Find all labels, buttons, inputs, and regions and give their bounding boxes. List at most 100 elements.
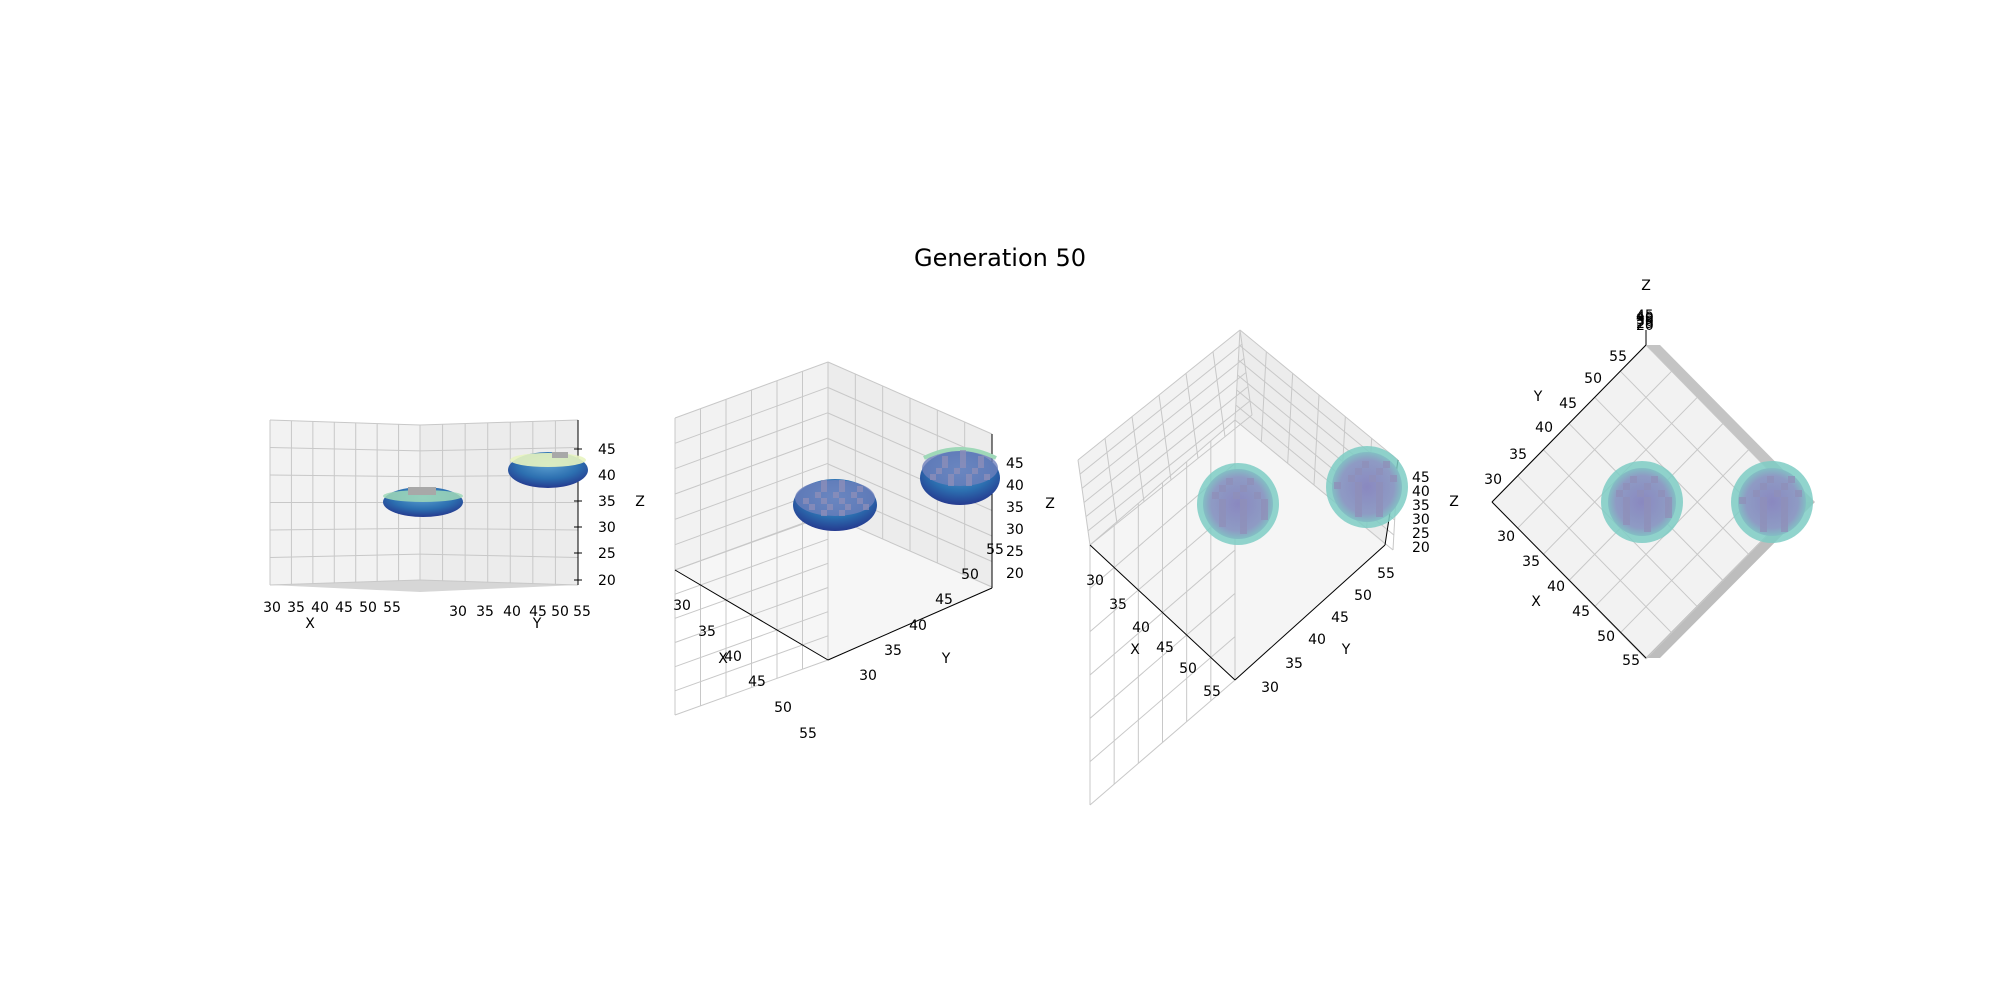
voxel [1795,490,1802,497]
z-tick-label: 25 [1636,316,1654,332]
voxel [821,498,827,504]
grid-line [674,514,829,571]
voxel [1376,468,1383,475]
y-tick-label: 35 [476,604,494,620]
grid-line [674,659,829,716]
voxel [839,480,845,486]
y-tick-label: 30 [859,668,877,684]
voxel [954,468,960,474]
voxel [1760,483,1767,490]
grid-line [269,447,421,452]
x-tick-label: 40 [724,649,742,665]
voxel [1254,492,1261,499]
z-tick-label: 35 [1006,500,1024,516]
y-tick-label: 35 [884,643,902,659]
z-tick-label: 40 [598,468,616,484]
grid-line [1089,592,1236,719]
voxel [1781,504,1788,511]
z-tick-label: 40 [1636,310,1654,326]
voxel [1781,525,1788,532]
y-tick-label: 35 [1285,656,1303,672]
voxel [1212,492,1219,499]
voxel [1623,518,1630,525]
z-tick-label: 25 [598,546,616,562]
y-axis-label: Y [1341,642,1351,658]
voxel [1781,518,1788,525]
blob-1 [383,487,463,517]
z-tick-label: 20 [598,573,616,589]
voxel [1226,478,1233,485]
voxel [809,504,815,510]
voxel [1376,503,1383,510]
grid-line [419,419,579,426]
voxel [978,456,984,462]
voxel [984,474,990,480]
voxel [930,474,936,480]
y-tick-label: 40 [503,604,521,620]
voxel [857,498,863,504]
y-tick-label: 40 [1535,420,1553,436]
voxel [1623,483,1630,490]
x-axis-line [674,569,829,661]
y-axis-line [1234,544,1386,681]
grid-line [269,527,421,531]
grid-line [1081,357,1245,489]
voxel [1760,511,1767,518]
voxel [1781,511,1788,518]
voxel [1376,496,1383,503]
x-tick-label: 35 [698,624,716,640]
y-axis-label: Y [1533,389,1543,405]
voxel [1240,527,1247,534]
x-tick-label: 35 [1109,597,1127,613]
voxel [821,480,827,486]
grid-line [674,361,829,419]
x-axis-label: X [718,651,728,667]
voxel [1355,489,1362,496]
voxel [1781,497,1788,504]
z-tick-label: 30 [1412,512,1430,528]
y-axis-line [827,587,993,661]
y-tick-label: 45 [1559,396,1577,412]
y-tick-label: 55 [1609,349,1627,365]
y-axis-label: Y [941,651,951,667]
x-tick-label: 45 [748,674,766,690]
voxel [1753,490,1760,497]
voxel [960,456,966,462]
voxel [1219,506,1226,513]
voxel [1760,497,1767,504]
z-tick-label: 45 [1006,456,1024,472]
x-tick-label: 30 [263,600,281,616]
x-tick-label: 30 [1086,573,1104,589]
y-tick-label: 35 [1509,447,1527,463]
blob-1 [793,479,877,531]
z-tick-label: 35 [1412,498,1430,514]
z-tick-label: 25 [1006,544,1024,560]
voxel [1261,499,1268,506]
voxel [1644,497,1651,504]
voxel [1651,476,1658,483]
z-tick-label: 20 [1412,540,1430,556]
voxel [1644,483,1651,490]
z-tick-label: 20 [1006,566,1024,582]
voxel [408,487,436,495]
grid-line [419,447,579,452]
figure-title: Generation 50 [913,244,1087,272]
y-axis-line [1491,344,1647,503]
y-tick-label: 50 [1354,588,1372,604]
voxel [1665,504,1672,511]
z-tick-label: 35 [598,494,616,510]
x-tick-label: 45 [1156,640,1174,656]
voxel [1240,513,1247,520]
voxel [1261,513,1268,520]
voxel [803,498,809,504]
voxel [552,452,568,458]
x-axis-line [1089,544,1236,681]
x-tick-label: 55 [799,726,817,742]
grid-line [1083,372,1247,503]
voxel [821,486,827,492]
voxel [1665,497,1672,504]
grid-line [1089,419,1236,546]
x-tick-label: 55 [1622,653,1640,669]
voxel [815,492,821,498]
